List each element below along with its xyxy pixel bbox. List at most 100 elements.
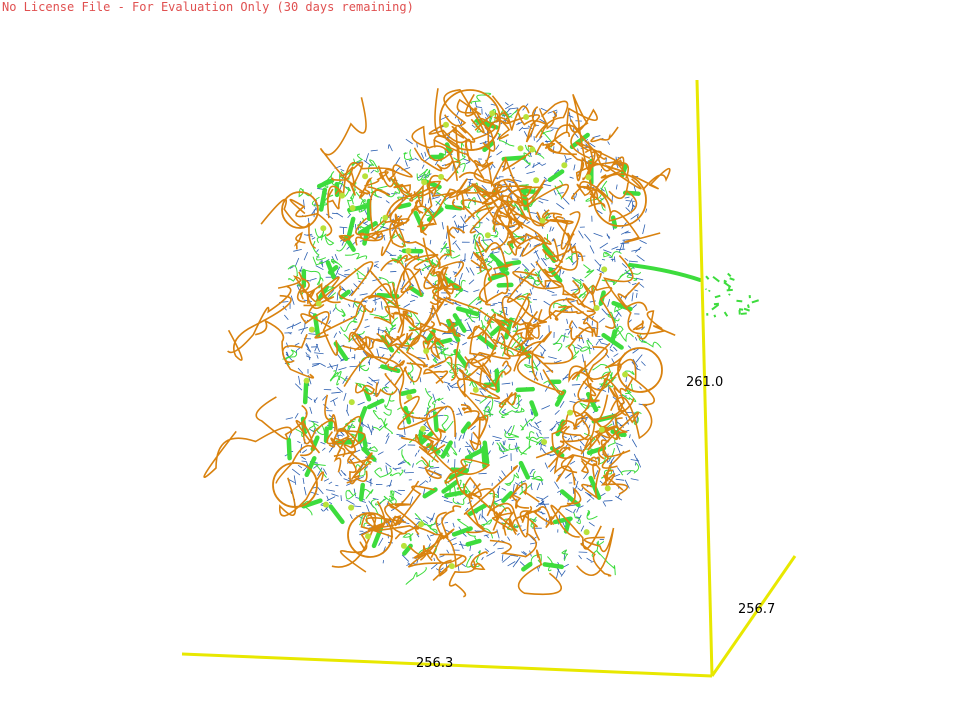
nucleotide-base [375,262,379,263]
nucleotide-base [616,185,617,190]
nucleotide-base [326,214,332,219]
protein-coil [587,511,597,520]
ion-sphere [348,505,354,511]
nucleotide-base [420,377,421,382]
protein-coil [715,296,720,298]
nucleotide-base [561,571,565,577]
nucleotide-base [442,222,443,229]
nucleotide-base [582,354,583,362]
nucleotide-base [312,364,319,366]
nucleotide-base [604,501,613,502]
nucleotide-base [531,409,532,415]
protein-coil [386,318,398,335]
license-notice: No License File - For Evaluation Only (3… [2,0,414,14]
rna-backbone [533,327,593,372]
nucleotide-base [554,190,556,195]
nucleotide-base [556,360,562,362]
nucleotide-base [629,261,638,262]
nucleotide-base [539,432,542,435]
nucleotide-base [447,550,449,553]
ion-sphere [438,174,444,180]
protein-helix [305,383,306,402]
nucleotide-base [601,169,602,173]
nucleotide-base [286,418,293,420]
rna-backbone [490,533,536,557]
nucleotide-base [450,344,453,345]
nucleotide-base [572,277,575,279]
protein-coil [713,277,719,282]
nucleotide-base [404,470,405,473]
ion-sphere [601,266,607,272]
nucleotide-base [368,424,372,433]
nucleotide-base [587,499,590,502]
nucleotide-base [346,500,355,505]
nucleotide-base [312,237,315,239]
nucleotide-base [379,426,382,428]
nucleotide-base [626,201,635,202]
z-axis-label: 256.7 [738,602,775,617]
protein-helix [326,429,327,441]
nucleotide-base [470,268,474,276]
nucleotide-base [301,329,304,334]
protein-helix [360,428,361,442]
nucleotide-base [448,460,449,463]
ion-sphere [320,225,326,231]
nucleotide-base [425,152,426,157]
nucleotide-base [465,319,468,321]
nucleotide-base [469,326,472,333]
nucleotide-base [614,354,619,357]
nucleotide-base [549,216,552,218]
nucleotide-base [636,369,641,371]
nucleotide-base [590,301,596,302]
nucleotide-base [504,440,505,445]
nucleotide-base [565,473,572,478]
nucleotide-base [512,168,515,170]
nucleotide-base [293,249,301,251]
nucleotide-base [505,104,513,109]
protein-coil [497,442,509,451]
protein-coil [724,281,727,282]
nucleotide-base [539,335,543,340]
x-axis-label: 256.3 [416,656,453,671]
nucleotide-base [472,125,475,128]
protein-helix [566,522,568,532]
protein-helix [369,401,382,407]
nucleotide-base [316,344,319,352]
nucleotide-base [348,214,351,218]
ion-sphere [473,387,479,393]
nucleotide-base [486,552,495,557]
nucleotide-base [486,218,489,221]
nucleotide-base [310,407,312,414]
nucleotide-base [577,345,582,348]
rna-backbone [369,284,392,323]
nucleotide-base [317,249,319,252]
nucleotide-base [612,247,619,250]
nucleotide-base [623,240,624,250]
nucleotide-base [315,344,318,351]
nucleotide-base [422,165,424,169]
ion-sphere [585,174,591,180]
nucleotide-base [552,227,554,231]
nucleotide-base [576,481,578,488]
ribosome-structure[interactable] [204,88,759,597]
nucleotide-base [369,377,376,383]
ion-sphere [339,193,345,199]
nucleotide-base [502,556,509,562]
nucleotide-base [536,497,543,499]
nucleotide-base [445,522,448,523]
nucleotide-base [378,452,383,455]
nucleotide-base [573,487,574,494]
nucleotide-base [589,522,595,526]
protein-helix [468,541,480,544]
protein-helix [545,564,562,566]
nucleotide-base [635,247,641,253]
nucleotide-base [562,271,564,274]
nucleotide-base [430,240,431,244]
nucleotide-base [502,471,506,477]
nucleotide-base [466,442,468,445]
rna-backbone [591,127,618,141]
nucleotide-base [418,450,419,453]
nucleotide-base [530,470,533,475]
